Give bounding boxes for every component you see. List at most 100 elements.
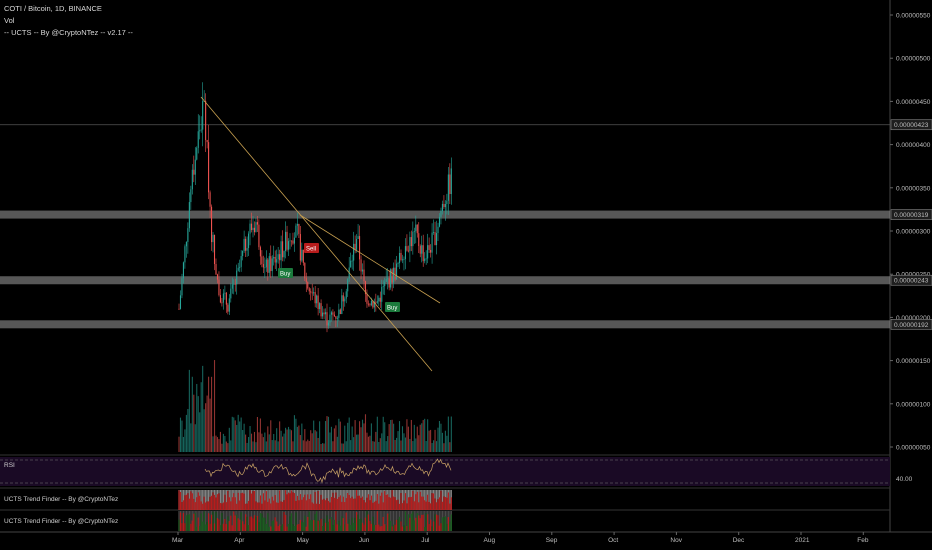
candle-body — [421, 245, 423, 254]
trend-bar-bg — [401, 490, 404, 510]
volume-bar — [194, 424, 196, 452]
volume-bar — [206, 395, 208, 452]
candle-body — [447, 174, 449, 201]
candle-body — [434, 232, 436, 246]
candle-body — [379, 297, 381, 302]
trend-bar-bg — [384, 511, 386, 531]
candle-body — [197, 131, 199, 148]
volume-bar — [385, 441, 387, 452]
trend-bar — [350, 498, 352, 510]
trend-bar — [197, 517, 199, 531]
volume-bar — [259, 418, 261, 452]
trend-bar — [221, 512, 223, 531]
volume-bar — [219, 431, 221, 452]
trend-bar — [381, 526, 383, 531]
trend-bar — [296, 495, 298, 510]
candle-body — [202, 101, 204, 130]
candle-body — [394, 267, 396, 280]
trend-bar — [412, 490, 414, 510]
volume-bar — [440, 423, 442, 452]
trend-bar — [321, 499, 324, 510]
trend-bar — [324, 522, 327, 531]
volume-bar — [302, 440, 304, 452]
trend-bar-bg — [425, 490, 427, 510]
trend-bar-bg — [344, 511, 346, 531]
trend-bar-bg — [231, 511, 233, 531]
candle-body — [178, 308, 180, 310]
volume-bar — [351, 426, 353, 452]
time-tick-label: May — [297, 537, 310, 544]
trend-bar — [274, 517, 276, 531]
trend-bar — [215, 511, 217, 531]
trend-bar — [329, 502, 331, 510]
candle-body — [311, 292, 313, 294]
trend-bar — [261, 503, 263, 510]
signal-tag — [385, 302, 400, 312]
candle-body — [280, 241, 282, 261]
trend-bar — [324, 500, 327, 510]
trend-bar — [286, 526, 288, 531]
trend-bar — [219, 502, 222, 510]
trend-bar — [395, 500, 398, 510]
trend-bar-bg — [267, 490, 269, 510]
trend-bar — [345, 512, 347, 531]
candle-body — [249, 223, 251, 234]
candle-body — [332, 312, 334, 315]
volume-bar — [237, 414, 239, 452]
trend-bar — [289, 493, 291, 510]
time-tick-label: Jun — [359, 537, 370, 544]
trend-bar — [339, 495, 341, 510]
rsi-label: RSI — [4, 462, 15, 469]
candle-body — [390, 269, 392, 288]
trend-bar — [428, 524, 430, 531]
candle-body — [357, 236, 359, 239]
trend-bar-bg — [280, 490, 282, 510]
volume-bar — [375, 431, 377, 452]
support-zone — [0, 210, 890, 219]
trend-bar — [299, 494, 301, 510]
volume-bar — [416, 426, 418, 452]
trend-bar — [364, 502, 367, 510]
candle-body — [285, 231, 287, 252]
candle-body — [446, 200, 448, 205]
volume-bar — [289, 429, 291, 452]
trend-bar-bg — [264, 490, 266, 510]
candle-body — [376, 301, 378, 303]
candle-body — [215, 264, 217, 275]
trend-bar — [332, 492, 334, 510]
candle-body — [361, 269, 364, 272]
volume-bar — [280, 430, 282, 452]
trend-bar-bg — [196, 511, 198, 531]
trend-bar — [407, 497, 409, 510]
trend-bar — [202, 521, 204, 531]
volume-bar — [450, 416, 452, 452]
trend-bar — [410, 496, 412, 510]
candle-body — [237, 267, 239, 271]
volume-bar — [208, 376, 210, 452]
volume-bar — [347, 422, 349, 452]
candle-body — [329, 314, 331, 323]
trend-bar — [320, 518, 322, 531]
trend-bar-bg — [339, 511, 341, 531]
candle-body — [322, 312, 324, 317]
trend-bar — [390, 520, 392, 531]
candle-body — [267, 259, 269, 273]
candle-body — [270, 256, 272, 272]
candle-body — [450, 168, 452, 195]
trend-bar — [336, 498, 338, 510]
trend-bar-bg — [296, 511, 298, 531]
candle-body — [271, 258, 273, 272]
candle-body — [255, 222, 257, 233]
candle-body — [258, 224, 260, 248]
candle-body — [418, 233, 420, 247]
price-tick-label: 0.00000300 — [896, 229, 931, 236]
trend-bar — [407, 514, 409, 531]
trend-bar-bg — [273, 490, 275, 510]
trend-bar-bg — [245, 490, 247, 510]
volume-bar — [419, 424, 421, 452]
volume-bar — [391, 419, 393, 452]
candle-body — [433, 232, 435, 233]
trend-bar — [338, 520, 340, 531]
trend-bar — [332, 524, 334, 531]
